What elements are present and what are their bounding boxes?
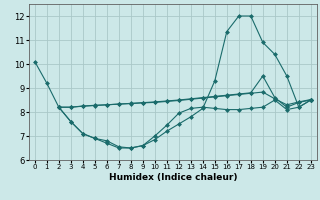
X-axis label: Humidex (Indice chaleur): Humidex (Indice chaleur) — [108, 173, 237, 182]
